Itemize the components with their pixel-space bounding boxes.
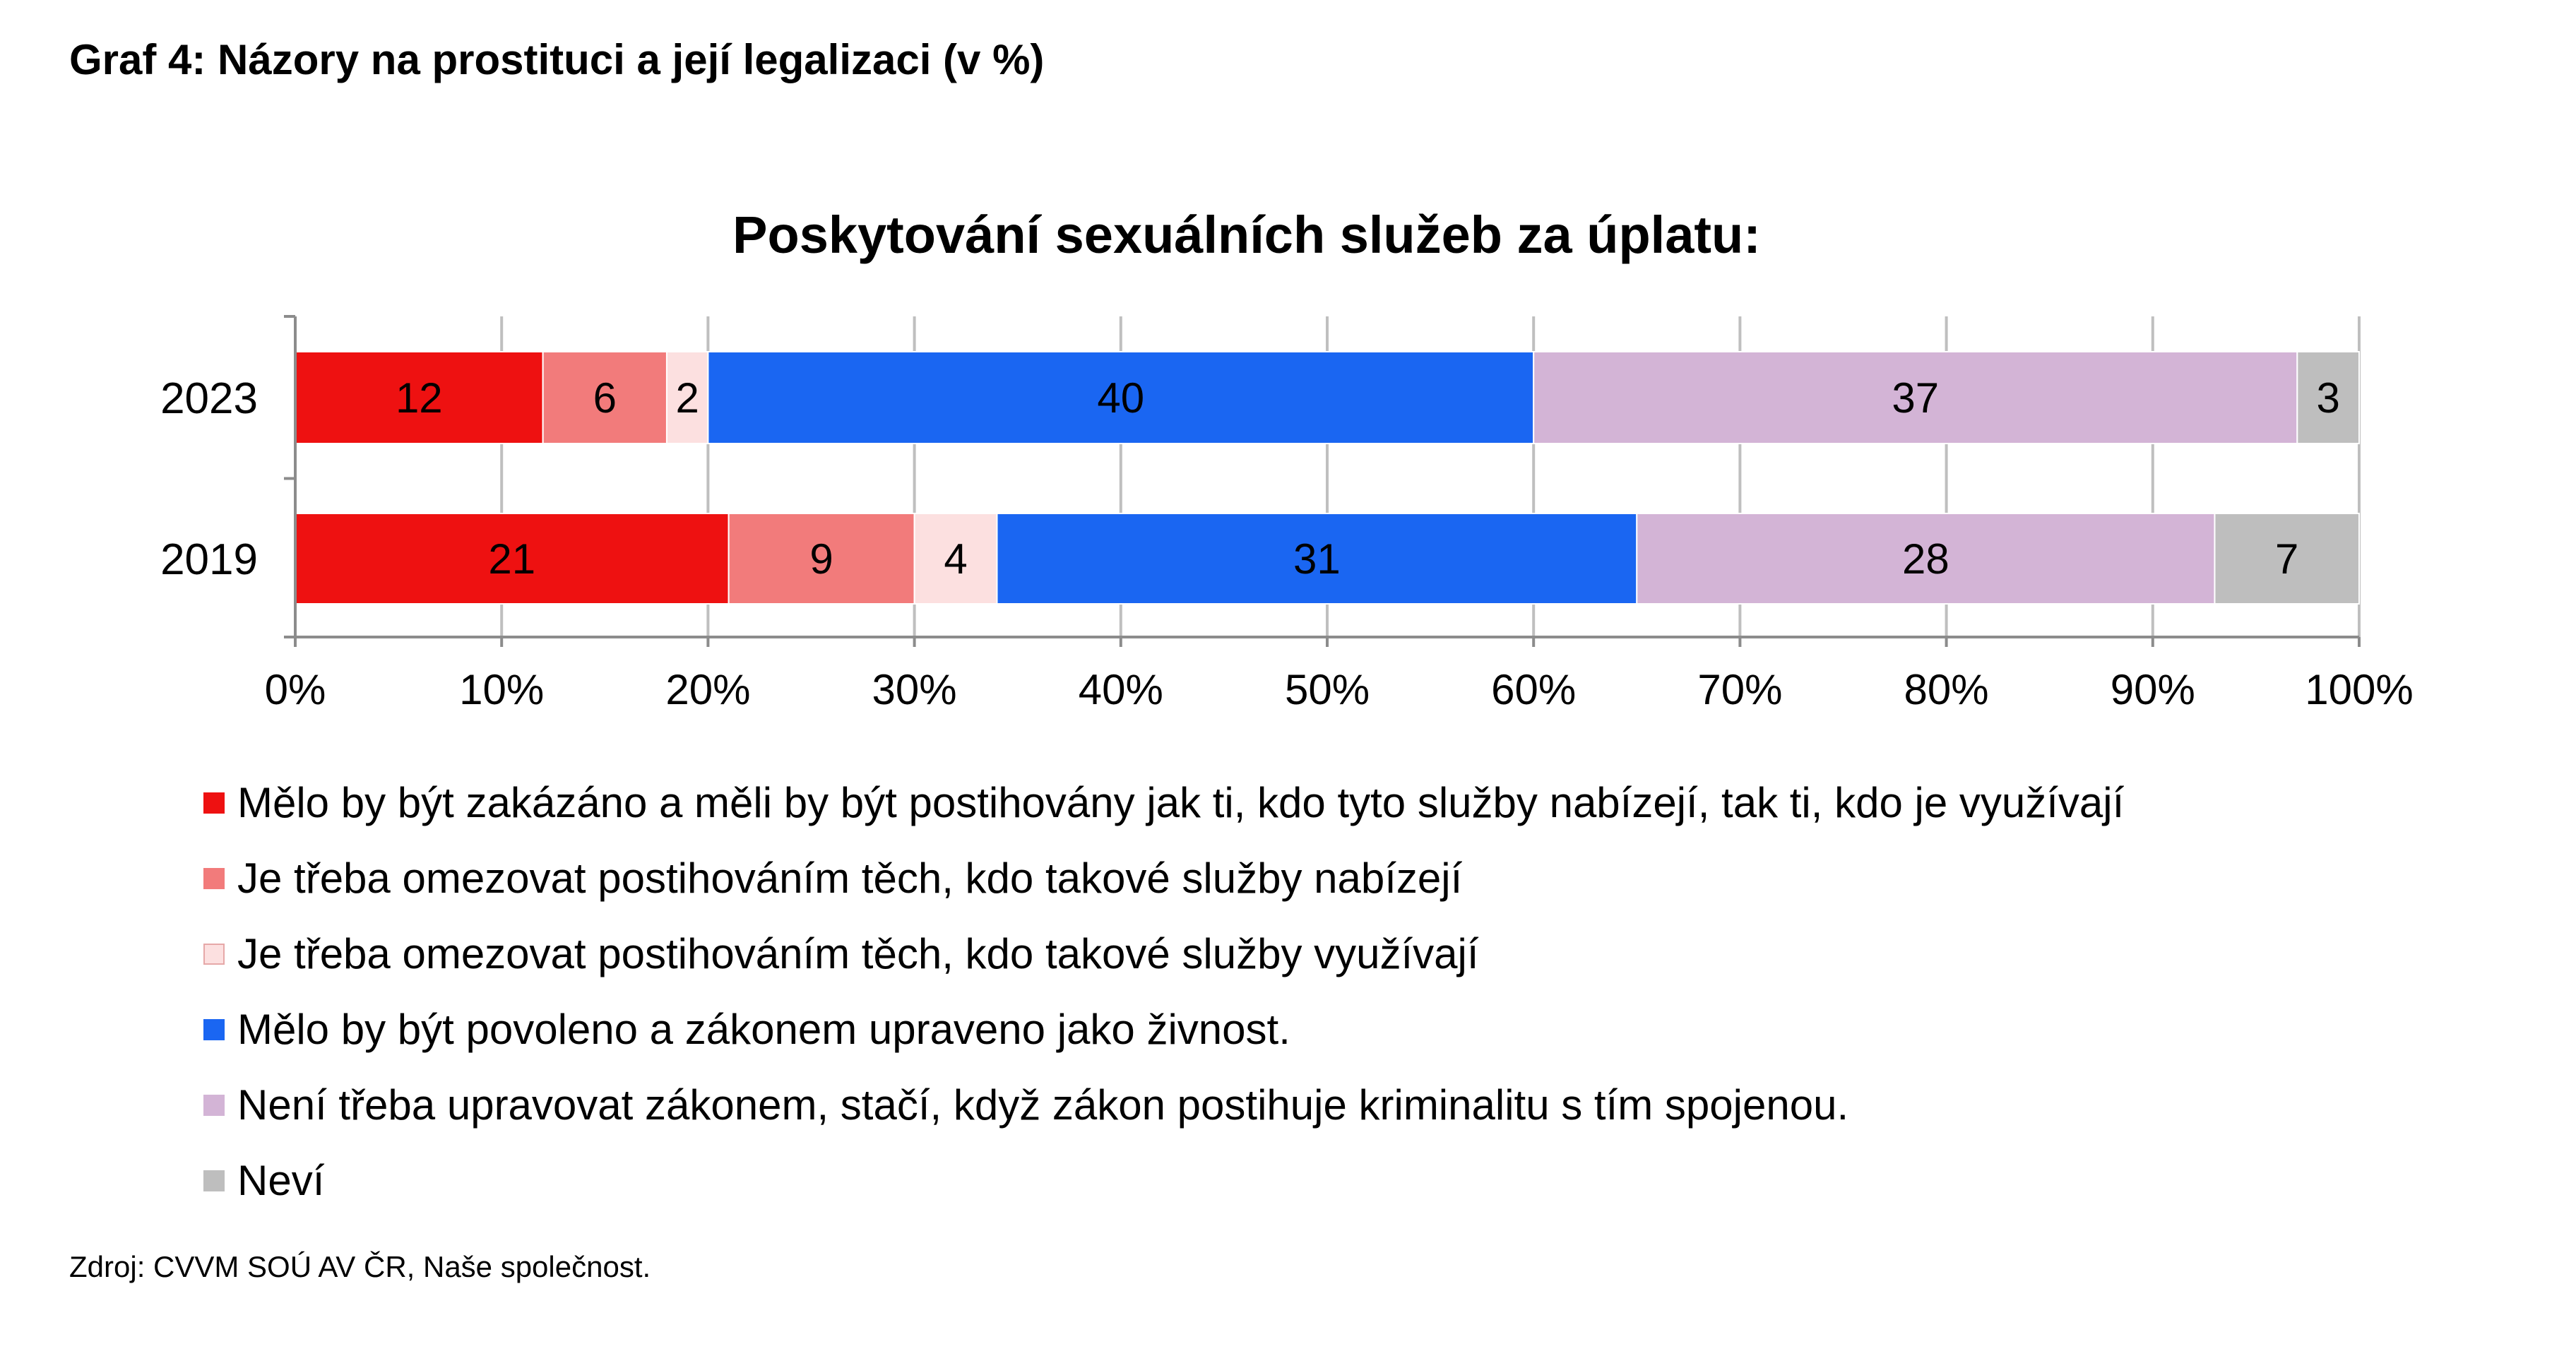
x-tick-label: 0% [265, 666, 326, 713]
x-tick-label: 60% [1491, 666, 1576, 713]
legend-label: Mělo by být zakázáno a měli by být posti… [237, 779, 2125, 826]
legend-item: Je třeba omezovat postihováním těch, kdo… [203, 840, 2124, 916]
bar-segment [1636, 513, 2216, 605]
data-label: 3 [2316, 374, 2339, 422]
category-label: 2023 [160, 374, 258, 423]
category-label: 2019 [160, 535, 258, 584]
data-label: 28 [1902, 535, 1949, 583]
source-note: Zdroj: CVVM SOÚ AV ČR, Naše společnost. [69, 1250, 651, 1283]
legend-item: Je třeba omezovat postihováním těch, kdo… [203, 916, 2124, 992]
data-label: 31 [1293, 535, 1341, 583]
x-tick-label: 10% [459, 666, 544, 713]
bar-segment [996, 513, 1638, 605]
data-label: 9 [809, 535, 833, 583]
legend-label: Je třeba omezovat postihováním těch, kdo… [237, 930, 1479, 977]
legend-swatch [203, 1018, 225, 1040]
x-tick-label: 20% [665, 666, 750, 713]
data-label: 7 [2275, 535, 2298, 583]
bar-segment [2296, 351, 2361, 444]
bar-segment [2214, 513, 2360, 605]
x-tick-label: 50% [1285, 666, 1370, 713]
data-label: 40 [1097, 374, 1144, 422]
x-tick-label: 80% [1904, 666, 1989, 713]
x-tick-label: 30% [872, 666, 957, 713]
bar-segment [913, 513, 998, 605]
chart-title: Poskytování sexuálních služeb za úplatu: [732, 206, 1761, 264]
legend-swatch [203, 867, 225, 889]
legend-label: Není třeba upravovat zákonem, stačí, kdy… [237, 1081, 1849, 1129]
axes: 0% 10% 20% 30% 40% 50% 60% 70% 80% 90% 100% 2023 201… [160, 315, 2414, 713]
legend-swatch [203, 1094, 225, 1116]
bar-segment [728, 513, 915, 605]
figure-title: Graf 4: Názory na prostituci a její lega… [69, 36, 1045, 83]
data-label: 12 [396, 374, 443, 422]
data-label: 2 [675, 374, 699, 422]
bars: 12 6 2 40 37 3 21 9 4 31 28 7 [295, 351, 2361, 605]
x-tick-label: 90% [2111, 666, 2195, 713]
bar-segment [707, 351, 1535, 444]
x-tick-label: 70% [1697, 666, 1782, 713]
data-label: 21 [488, 535, 535, 583]
data-label: 6 [593, 374, 617, 422]
data-label: 37 [1892, 374, 1939, 422]
legend-label: Neví [237, 1157, 325, 1204]
x-tick-label: 40% [1079, 666, 1163, 713]
legend-swatch [203, 792, 225, 814]
x-tick-label: 100% [2305, 666, 2413, 713]
legend-item: Neví [203, 1143, 2124, 1218]
legend-label: Je třeba omezovat postihováním těch, kdo… [237, 855, 1463, 902]
legend-item: Není třeba upravovat zákonem, stačí, kdy… [203, 1067, 2124, 1143]
bar-segment [665, 351, 709, 444]
bar-segment [295, 351, 544, 444]
legend-item: Mělo by být povoleno a zákonem upraveno … [203, 992, 2124, 1067]
bar-segment [295, 513, 730, 605]
legend-label: Mělo by být povoleno a zákonem upraveno … [237, 1006, 1290, 1053]
legend-swatch [203, 943, 225, 965]
data-label: 4 [944, 535, 967, 583]
legend-swatch [203, 1170, 225, 1191]
bar-segment [542, 351, 667, 444]
legend-item: Mělo by být zakázáno a měli by být posti… [203, 765, 2124, 840]
bar-segment [1533, 351, 2298, 444]
legend: Mělo by být zakázáno a měli by být posti… [203, 765, 2124, 1218]
